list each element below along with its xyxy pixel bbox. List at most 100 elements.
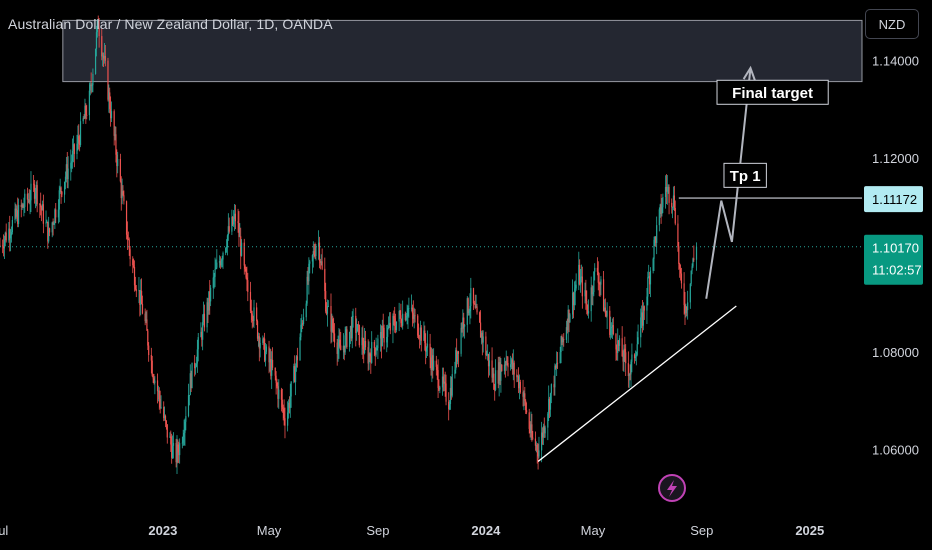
candle (82, 116, 84, 124)
candle-body (364, 341, 366, 354)
candle (627, 351, 629, 388)
candle (343, 345, 345, 361)
candle-body (8, 228, 10, 241)
candle (411, 304, 414, 327)
candle-body (636, 344, 638, 355)
candle (188, 394, 190, 406)
ascending-trendline[interactable] (537, 305, 737, 462)
candle-body (213, 276, 215, 278)
candle-body (176, 444, 178, 463)
annotation-box: Tp 1 (723, 162, 767, 188)
candle (364, 328, 366, 355)
candle-body (561, 336, 563, 343)
candle-body (275, 375, 277, 383)
candle (625, 344, 627, 376)
time-axis[interactable]: Jul 2023 May Sep 2024 May Sep 2025 (0, 523, 824, 538)
candle (492, 367, 494, 383)
candle (686, 306, 688, 317)
candle (406, 304, 408, 325)
candle-body (36, 185, 38, 205)
candle-body (369, 353, 371, 357)
candle-body (126, 234, 129, 239)
candle (524, 386, 526, 406)
price-axis[interactable]: 1.06000 1.08000 1.12000 1.14000 (872, 54, 919, 458)
candle-body (256, 307, 258, 322)
candle (617, 328, 619, 361)
candle-body (441, 376, 444, 388)
lightning-icon[interactable] (658, 474, 686, 502)
candle (437, 359, 439, 398)
candle-body (98, 27, 100, 37)
candle-body (349, 325, 352, 332)
currency-selector[interactable]: NZD (865, 9, 919, 39)
candle (506, 355, 508, 366)
candle (281, 388, 283, 413)
candle-body (76, 143, 78, 154)
candle (325, 282, 327, 314)
candle (101, 28, 103, 61)
candle-body (225, 248, 227, 253)
candle (278, 379, 280, 409)
candle-body (165, 420, 167, 425)
candle (467, 297, 469, 316)
candle (288, 396, 290, 414)
candle (163, 401, 165, 422)
candle-body (556, 362, 559, 364)
candle (251, 310, 253, 329)
candle (448, 399, 451, 411)
candle-body (640, 317, 642, 338)
candle-body (664, 186, 667, 198)
candle-body (225, 247, 228, 249)
candle (330, 293, 332, 344)
candle (228, 217, 230, 234)
candle-body (175, 442, 177, 463)
candle (587, 299, 590, 319)
candle (200, 322, 202, 338)
candle-body (135, 289, 137, 292)
candle-body (654, 237, 656, 240)
candle (319, 258, 321, 270)
candle (277, 382, 279, 408)
candle-body (504, 364, 506, 366)
candle-body (48, 228, 51, 233)
candle-body (245, 268, 247, 278)
candle (646, 288, 648, 325)
candle-body (420, 327, 422, 341)
candle (308, 257, 310, 295)
candle-body (592, 292, 594, 295)
candle-body (457, 351, 460, 354)
candle-body (237, 221, 239, 224)
candle-body (386, 336, 388, 343)
candle (164, 414, 167, 428)
annotation-box: Final target (716, 79, 829, 105)
candle-body (194, 362, 196, 369)
candle (166, 424, 168, 444)
candle-body (138, 290, 140, 292)
candle-body (17, 204, 20, 224)
candle-body (553, 384, 555, 388)
candle (418, 334, 421, 349)
candle (399, 310, 401, 319)
candle-body (290, 381, 292, 397)
candle (72, 135, 75, 163)
candle-body (212, 277, 214, 288)
candle (572, 291, 575, 319)
projection-path[interactable] (705, 67, 752, 299)
candle-body (433, 360, 435, 370)
candle (574, 280, 576, 306)
candle (548, 385, 550, 421)
candle-body (134, 285, 137, 290)
candle (338, 328, 340, 359)
y-tick-label: 1.06000 (872, 442, 919, 457)
candle-body (0, 245, 1, 247)
candle-body (387, 326, 390, 328)
candle (314, 242, 316, 259)
candle-body (449, 387, 452, 405)
candle-body (531, 424, 533, 438)
resistance-zone[interactable] (62, 19, 863, 83)
candle-body (264, 351, 267, 361)
candle-body (82, 118, 84, 122)
candle-body (625, 352, 627, 364)
candle (289, 383, 291, 418)
